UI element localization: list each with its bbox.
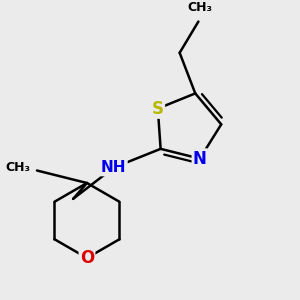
Text: O: O <box>80 249 94 267</box>
Text: S: S <box>152 100 164 118</box>
Text: N: N <box>193 150 207 168</box>
Text: CH₃: CH₃ <box>188 1 212 14</box>
Text: CH₃: CH₃ <box>6 161 31 174</box>
Text: NH: NH <box>101 160 127 175</box>
